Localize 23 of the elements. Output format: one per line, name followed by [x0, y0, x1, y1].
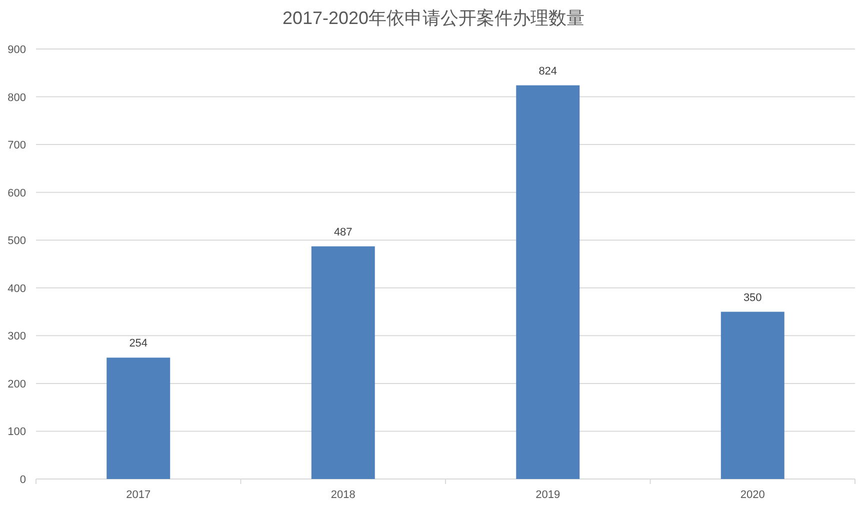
x-tick-label: 2019 — [536, 489, 560, 501]
data-label: 254 — [129, 338, 148, 350]
y-tick-label: 400 — [8, 282, 26, 295]
y-tick-label: 300 — [8, 330, 26, 343]
bar — [311, 246, 375, 479]
x-tick-label: 2018 — [330, 489, 356, 501]
data-label: 350 — [743, 292, 762, 304]
y-tick-label: 700 — [8, 140, 26, 152]
y-tick-label: 0 — [20, 474, 26, 486]
x-tick-label: 2020 — [740, 489, 765, 501]
bar — [106, 358, 170, 479]
y-tick-label: 600 — [8, 187, 26, 200]
data-label: 487 — [334, 226, 352, 238]
bar — [516, 85, 580, 479]
chart-title: 2017-2020年依申请公开案件办理数量 — [282, 8, 585, 28]
data-label: 824 — [538, 65, 558, 78]
x-tick-label: 2017 — [126, 489, 151, 501]
y-tick-label: 200 — [8, 378, 26, 390]
y-tick-label: 500 — [8, 235, 26, 248]
y-tick-label: 100 — [8, 426, 26, 438]
y-tick-label: 900 — [8, 44, 26, 56]
bar — [720, 312, 784, 479]
y-tick-label: 800 — [8, 92, 26, 104]
